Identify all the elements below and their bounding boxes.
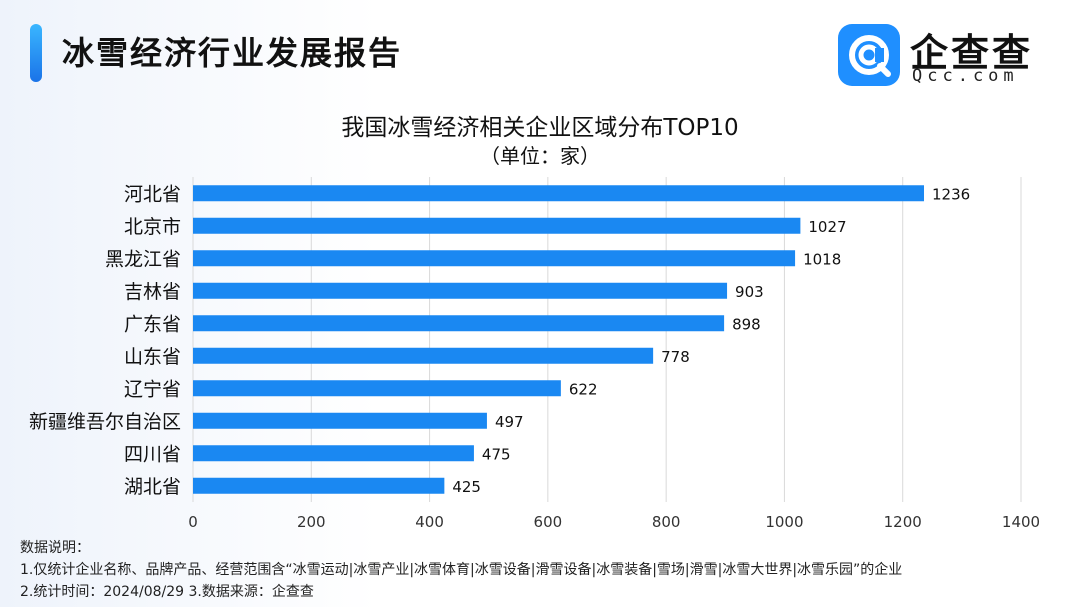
bar (193, 477, 445, 494)
data-label: 1236 (932, 185, 970, 203)
data-label: 778 (661, 348, 690, 366)
data-label: 475 (482, 445, 511, 463)
notes-line-2: 2.统计时间：2024/08/29 3.数据来源：企查查 (20, 584, 314, 600)
bar (193, 282, 728, 299)
x-tick-label: 0 (188, 513, 198, 531)
category-label: 广东省 (124, 313, 181, 335)
bar (193, 445, 474, 462)
bar (193, 380, 561, 397)
bar (193, 250, 796, 267)
data-label: 497 (495, 413, 524, 431)
data-label: 1018 (803, 250, 841, 268)
notes-line-1: 1.仅统计企业名称、品牌产品、经营范围含“冰雪运动|冰雪产业|冰雪体育|冰雪设备… (20, 562, 903, 578)
notes-block: 数据说明： 1.仅统计企业名称、品牌产品、经营范围含“冰雪运动|冰雪产业|冰雪体… (20, 537, 902, 603)
qcc-magnifier-icon (838, 24, 900, 86)
x-tick-label: 1000 (765, 513, 803, 531)
logo-text-en: Qcc.com (912, 66, 1019, 86)
category-label: 湖北省 (124, 476, 181, 498)
data-label: 903 (735, 283, 764, 301)
x-tick-label: 800 (652, 513, 681, 531)
x-tick-label: 1200 (884, 513, 922, 531)
category-label: 河北省 (124, 183, 181, 205)
data-label: 1027 (808, 218, 846, 236)
notes-heading: 数据说明： (20, 540, 90, 556)
category-label: 北京市 (124, 216, 181, 238)
bar (193, 185, 925, 202)
x-tick-label: 600 (534, 513, 563, 531)
x-tick-label: 1400 (1002, 513, 1040, 531)
category-label: 山东省 (124, 346, 181, 368)
page-title: 冰雪经济行业发展报告 (62, 34, 403, 72)
x-tick-label: 400 (415, 513, 444, 531)
bar (193, 315, 725, 332)
bar (193, 347, 654, 364)
category-label: 吉林省 (124, 281, 181, 303)
chart-title: 我国冰雪经济相关企业区域分布TOP10 (341, 115, 739, 141)
category-label: 新疆维吾尔自治区 (29, 411, 181, 433)
data-label: 425 (452, 478, 481, 496)
data-label: 622 (569, 380, 598, 398)
bar (193, 217, 801, 234)
logo-text-cn: 企查查 (910, 31, 1034, 75)
chart-subtitle: （单位：家） (480, 144, 600, 168)
category-label: 辽宁省 (124, 378, 181, 400)
x-tick-label: 200 (297, 513, 326, 531)
data-label: 898 (732, 315, 761, 333)
category-label: 黑龙江省 (105, 248, 181, 270)
header-accent-bar (30, 24, 42, 82)
bar (193, 412, 487, 429)
category-label: 四川省 (124, 443, 181, 465)
